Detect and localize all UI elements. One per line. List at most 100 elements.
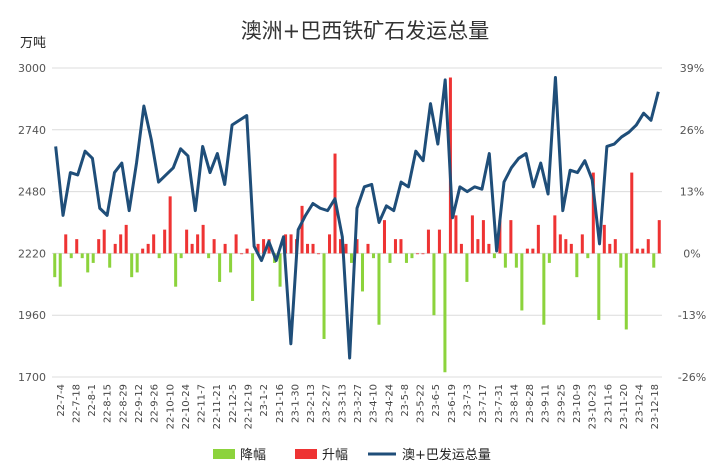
rise-bar [344,243,348,254]
fall-bar [432,253,436,316]
rise-bar [470,215,474,254]
fall-bar [157,253,161,259]
fall-bar [91,253,95,263]
fall-bar [86,253,90,273]
left-tick-label: 2220 [18,247,46,260]
x-tick-label: 22-8-1 [87,384,98,417]
fall-bar [80,253,84,259]
rise-bar [163,229,167,254]
rise-bar [168,196,172,254]
fall-bar [278,253,282,287]
x-tick-label: 22-9-12 [134,384,145,423]
legend-fall-swatch [213,449,235,459]
rise-bar [399,239,403,254]
fall-bar [135,253,139,273]
left-tick-label: 1960 [18,309,46,322]
rise-bar [509,220,513,254]
rise-bar [152,234,156,254]
chart-title: 澳洲+巴西铁矿石发运总量 [241,19,490,43]
x-tick-label: 23-1-30 [290,384,301,423]
rise-bar [630,172,634,254]
x-tick-label: 23-12-4 [635,384,646,423]
rise-bar [426,229,430,254]
rise-bar [355,239,359,254]
rise-bar [102,229,106,254]
rise-bar [525,248,529,254]
rise-bar [64,234,68,254]
fall-bar [597,253,601,320]
fall-bar [377,253,381,325]
fall-bar [174,253,178,287]
x-tick-label: 23-5-22 [416,384,427,423]
rise-bar [641,248,645,254]
x-axis-ticks: 22-7-4 22-7-18 22-8-1 22-8-15 22-8-29 22-9-12… [56,384,661,429]
fall-bar [586,253,590,259]
x-tick-label: 22-7-18 [71,384,82,423]
rise-bar [635,248,639,254]
rise-bar [454,215,458,254]
rise-bar [459,243,463,254]
rise-bar [240,253,244,255]
x-tick-label: 23-4-10 [369,384,380,423]
x-tick-label: 22-12-19 [244,384,255,429]
legend-total-label: 澳+巴发运总量 [402,447,491,463]
x-tick-label: 23-1-2 [259,384,270,417]
fall-bar [514,253,518,268]
rise-bar [201,224,205,254]
fall-bar [465,253,469,282]
fall-bar [360,253,364,292]
fall-bar [624,253,628,330]
x-tick-label: 23-10-9 [572,384,583,423]
x-tick-label: 23-9-11 [541,384,552,423]
fall-bar [218,253,222,282]
left-tick-label: 1700 [18,371,46,384]
rise-bar [234,234,238,254]
rise-bar [317,253,321,255]
fall-bar [207,253,211,259]
left-tick-label: 3000 [18,62,46,75]
total-line [54,76,660,360]
x-tick-label: 22-11-7 [197,384,208,423]
rise-bar [437,229,441,254]
fall-bar [503,253,507,268]
x-tick-label: 22-8-15 [103,384,114,423]
rise-bar [119,234,123,254]
rise-bar [487,243,491,254]
rise-bar [481,220,485,254]
left-axis-unit: 万吨 [20,36,46,51]
x-tick-label: 22-10-24 [181,384,192,429]
fall-bar [371,253,375,259]
rise-bar [185,229,189,254]
rise-bar [536,224,540,254]
x-tick-label: 23-3-27 [353,384,364,423]
rise-bar [311,243,315,254]
legend-fall-label: 降幅 [240,448,266,463]
x-tick-label: 23-4-24 [384,384,395,423]
rise-bar [141,248,145,254]
fall-bar [53,253,57,278]
fall-bar [349,253,354,263]
x-tick-label: 23-6-5 [431,384,442,417]
rise-bar [366,243,370,254]
fall-bar [179,253,183,259]
fall-bar [404,253,408,263]
right-axis-ticks: -26% -13% 0% 13% 26% 39% [678,62,706,384]
right-tick-label: 26% [680,124,704,137]
rise-bar [569,243,573,254]
x-tick-label: 22-12-5 [228,384,239,423]
x-tick-label: 23-6-19 [447,384,458,423]
fall-bar [251,253,255,301]
rise-bar [602,224,606,254]
rise-bar [196,234,200,254]
fall-bar [542,253,546,325]
x-tick-label: 22-8-29 [118,384,129,423]
rise-bar [613,239,617,254]
right-tick-label: -13% [678,309,706,322]
rise-bar [256,243,260,254]
fall-bar [492,253,496,259]
rise-bar [97,239,101,254]
rise-bar [262,239,266,254]
fall-bar [443,253,447,373]
fall-bar [388,253,392,263]
